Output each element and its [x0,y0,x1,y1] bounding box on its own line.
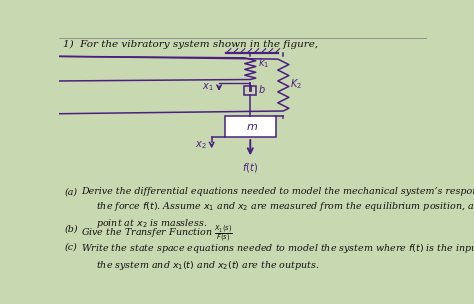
Text: $K_2$: $K_2$ [290,78,302,92]
Text: $x_2$: $x_2$ [195,140,206,151]
Text: $m$: $m$ [246,122,258,132]
Text: (c): (c) [65,243,78,251]
Bar [225,116,276,137]
Text: 1)  For the vibratory system shown in the figure,: 1) For the vibratory system shown in the… [63,40,318,49]
Text: (a): (a) [65,188,78,196]
Text: Derive the differential equations needed to model the mechanical system’s respon: Derive the differential equations needed… [82,188,474,230]
Text: Give the Transfer Function $\frac{X_1(s)}{F(s)}$: Give the Transfer Function $\frac{X_1(s)… [82,225,233,245]
Text: $f(t)$: $f(t)$ [242,161,258,174]
Text: (b): (b) [65,225,78,234]
Text: $b$: $b$ [258,83,266,95]
Text: $x_1$: $x_1$ [202,81,213,93]
Text: Write the state space equations needed to model the system where $f(t)$ is the i: Write the state space equations needed t… [82,243,474,272]
Text: $k_1$: $k_1$ [258,57,269,70]
